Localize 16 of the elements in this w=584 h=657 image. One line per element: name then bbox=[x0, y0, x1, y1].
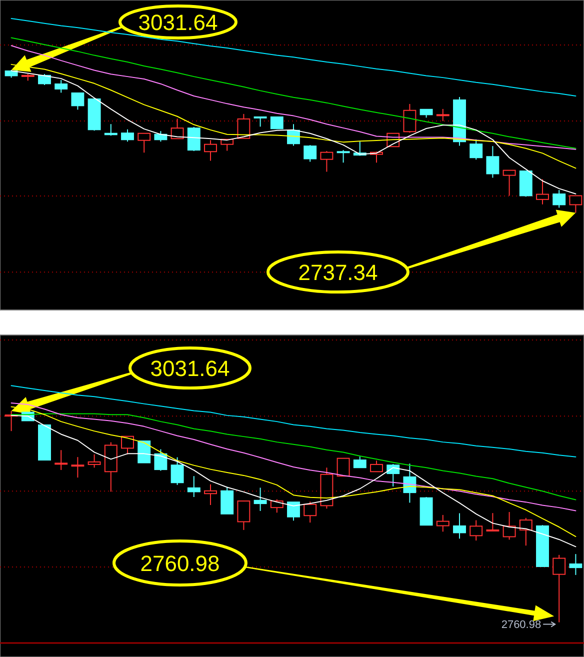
candlestick bbox=[254, 487, 267, 512]
candlestick bbox=[569, 554, 582, 576]
text: 3031.64 bbox=[150, 356, 230, 381]
candlestick bbox=[453, 512, 466, 540]
text: 2737.34 bbox=[298, 260, 378, 285]
candlestick bbox=[204, 484, 217, 506]
candlestick bbox=[436, 514, 450, 532]
candlestick bbox=[204, 140, 217, 162]
candlestick bbox=[187, 476, 200, 498]
candlestick bbox=[536, 178, 549, 205]
candlestick bbox=[54, 450, 68, 470]
annotation: 2760.98 bbox=[501, 619, 542, 632]
candlestick bbox=[71, 456, 84, 478]
annotation: 2760.98 bbox=[140, 550, 220, 576]
candlestick bbox=[470, 520, 483, 542]
text: 3031.64 bbox=[138, 10, 218, 35]
